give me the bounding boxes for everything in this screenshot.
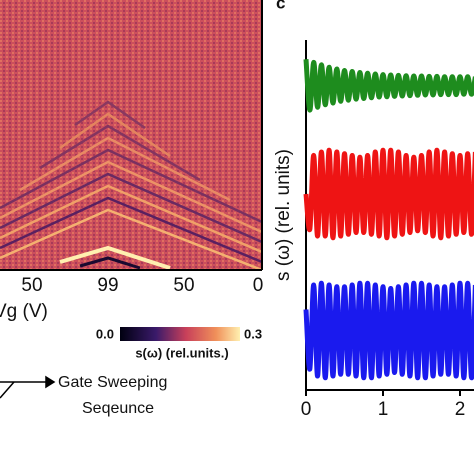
colorbar-tick-label: 0.3: [244, 326, 262, 341]
colorbar: [120, 327, 240, 341]
signal-line: [303, 147, 474, 241]
signal-line: [303, 59, 474, 113]
x-tick-label: 50: [21, 275, 42, 296]
panel-label: c: [276, 0, 285, 12]
colorbar-tick-label: 0.0: [96, 326, 114, 341]
x-tick-label: 50: [173, 275, 194, 296]
x-tick-label: 0: [253, 275, 264, 296]
annotation: Gate Sweeping: [58, 374, 167, 391]
colorbar-label: s(ω) (rel.units.): [135, 345, 228, 360]
heatmap-area: [0, 0, 262, 270]
x-tick-label: 2: [455, 399, 466, 420]
sequence-arrow: [0, 375, 56, 399]
heatmap-x-label: Vg (V): [0, 301, 48, 322]
y-axis-label: s (ω) (rel. units): [273, 149, 294, 281]
x-tick-label: 99: [97, 275, 118, 296]
chevron-pattern: [0, 100, 263, 272]
x-tick-label: 0: [301, 399, 312, 420]
signal-line: [303, 280, 474, 381]
x-tick-label: 1: [378, 399, 389, 420]
heatmap: Vg (V) 0.0 0.3 s(ω) (rel.units.) Gate Sw…: [0, 0, 263, 417]
annotation: Seqeunce: [82, 400, 154, 417]
